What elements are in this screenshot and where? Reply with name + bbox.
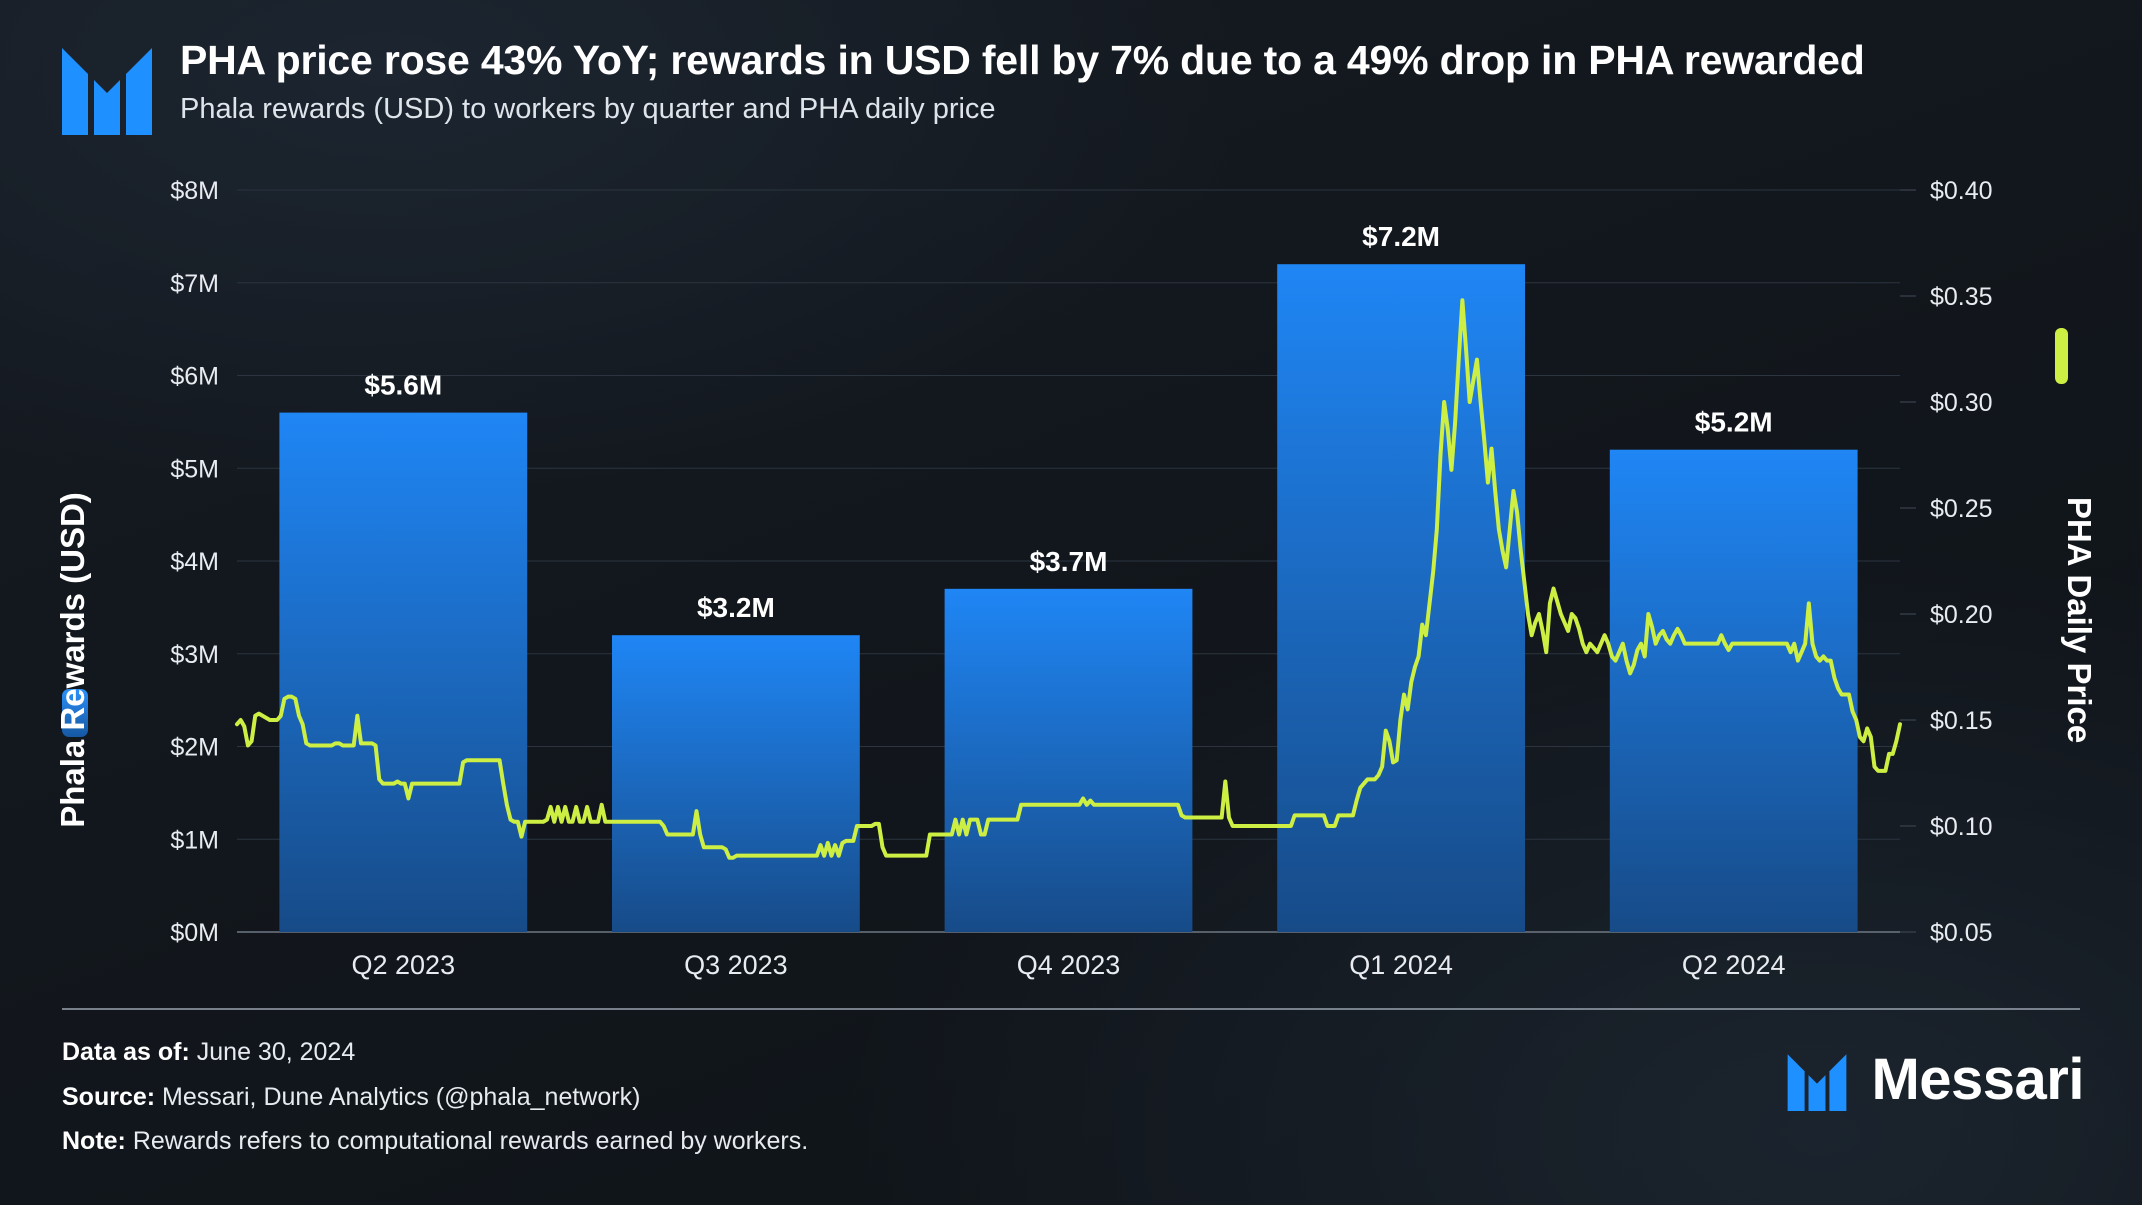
source-row: Source: Messari, Dune Analytics (@phala_… <box>62 1075 808 1120</box>
brand-name: Messari <box>1871 1047 2084 1112</box>
y-right-tick: $0.25 <box>1930 495 1993 523</box>
y-axis-right-ticks: $0.05 $0.10 $0.15 $0.20 $0.25 $0.30 $0.35 $0.40 <box>1900 180 1993 947</box>
note-row: Note: Rewards refers to computational re… <box>62 1119 808 1164</box>
note-value: Rewards refers to computational rewards … <box>132 1127 809 1155</box>
y-right-tick: $0.05 <box>1930 919 1993 947</box>
y-right-tick: $0.15 <box>1930 707 1993 735</box>
bar-legend-swatch <box>62 689 88 737</box>
y-left-tick: $4M <box>170 548 219 576</box>
chart-container: $5.6M $3.2M $3.7M $7.2M $5.2M $0M $1M $2M $3M $4… <box>0 180 2142 990</box>
messari-logo-icon-footer <box>1788 1053 1847 1111</box>
bar-value-label: $3.7M <box>1030 546 1108 577</box>
bar-q2-2024 <box>1609 449 1858 932</box>
y-left-tick: $1M <box>170 826 219 854</box>
y-axis-left-ticks: $0M $1M $2M $3M $4M $5M $6M $7M $8M <box>170 180 219 947</box>
data-as-of-row: Data as of: June 30, 2024 <box>62 1030 808 1075</box>
y-axis-right-title-group: PHA Daily Price <box>2055 328 2098 743</box>
data-as-of-value: June 30, 2024 <box>196 1038 356 1066</box>
footer-divider <box>62 1008 2080 1010</box>
bar-value-label: $7.2M <box>1362 221 1440 252</box>
y-right-tick: $0.30 <box>1930 389 1993 417</box>
y-left-tick: $2M <box>170 734 219 762</box>
bar-q1-2024 <box>1277 264 1525 932</box>
brand-lockup: Messari <box>1785 1046 2084 1113</box>
bar-value-label: $3.2M <box>697 592 775 623</box>
y-left-tick: $8M <box>170 180 219 205</box>
bar-value-label: $5.2M <box>1695 407 1773 438</box>
y-left-tick: $3M <box>170 641 219 669</box>
y-axis-right-title: PHA Daily Price <box>2061 497 2098 743</box>
source-label: Source: <box>62 1082 156 1111</box>
y-left-tick: $5M <box>170 455 219 483</box>
page-subtitle: Phala rewards (USD) to workers by quarte… <box>180 92 996 125</box>
data-as-of-label: Data as of: <box>62 1038 190 1066</box>
bar-q3-2023 <box>612 635 860 932</box>
bar-q2-2023 <box>279 412 528 933</box>
header: PHA price rose 43% YoY; rewards in USD f… <box>62 36 1865 135</box>
x-category-label: Q2 2024 <box>1682 950 1786 980</box>
x-category-label: Q4 2023 <box>1017 950 1121 980</box>
x-category-label: Q1 2024 <box>1349 950 1453 980</box>
y-axis-left-title-group: Phala Rewards (USD) <box>54 492 91 828</box>
line-legend-swatch <box>2055 328 2068 384</box>
y-right-tick: $0.40 <box>1930 180 1993 205</box>
price-line-series <box>235 298 1902 860</box>
bar-value-labels: $5.6M $3.2M $3.7M $7.2M $5.2M <box>364 221 1772 623</box>
y-axis-left-title: Phala Rewards (USD) <box>54 492 91 828</box>
y-left-tick: $7M <box>170 270 219 298</box>
x-category-label: Q3 2023 <box>684 950 788 980</box>
x-category-label: Q2 2023 <box>352 950 456 980</box>
y-right-tick: $0.10 <box>1930 813 1993 841</box>
note-label: Note: <box>62 1127 126 1155</box>
bar-value-label: $5.6M <box>364 370 442 401</box>
bar-q4-2023 <box>944 588 1193 932</box>
y-left-tick: $0M <box>170 919 219 947</box>
y-right-tick: $0.35 <box>1930 283 1993 311</box>
y-right-tick: $0.20 <box>1930 601 1993 629</box>
bar-series <box>279 264 1858 933</box>
messari-logo-icon <box>62 40 152 135</box>
footer-notes: Data as of: June 30, 2024 Source: Messar… <box>62 1030 808 1164</box>
page-title: PHA price rose 43% YoY; rewards in USD f… <box>180 37 1865 83</box>
x-axis-category-labels: Q2 2023 Q3 2023 Q4 2023 Q1 2024 Q2 2024 <box>352 950 1786 980</box>
pha-daily-price-line <box>235 298 1902 860</box>
y-left-tick: $6M <box>170 363 219 391</box>
combo-chart: $5.6M $3.2M $3.7M $7.2M $5.2M $0M $1M $2M $3M $4… <box>54 180 2098 980</box>
source-value: Messari, Dune Analytics (@phala_network) <box>162 1082 641 1111</box>
